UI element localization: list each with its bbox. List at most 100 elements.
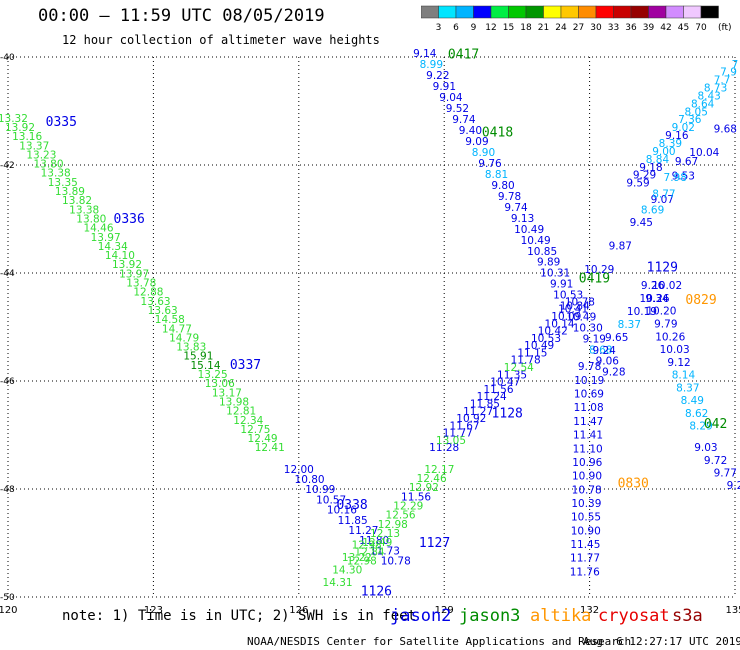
- swh-value: 8.77: [652, 188, 675, 200]
- swh-value: 8.84: [646, 154, 670, 166]
- swh-value: 14.34: [98, 241, 128, 253]
- footer-credit: NOAA/NESDIS Center for Satellite Applica…: [247, 635, 632, 648]
- swh-value: 10.39: [571, 498, 601, 510]
- swh-value: 11.35: [497, 369, 527, 381]
- swh-value: 10.41: [558, 304, 588, 316]
- swh-value: 9.89: [537, 257, 560, 269]
- swh-value: 9.52: [446, 103, 469, 115]
- swh-value: 11.77: [443, 428, 473, 440]
- swh-value: 7.36: [678, 114, 702, 126]
- swh-value: 14.79: [169, 332, 199, 344]
- pass-time-label: 1128: [492, 406, 523, 421]
- colorbar-label: 18: [520, 23, 532, 33]
- swh-value: 8.43: [697, 90, 720, 102]
- colorbar-label: 42: [660, 23, 671, 33]
- legend-s3a: s3a: [672, 606, 703, 626]
- swh-value: 13.38: [41, 168, 71, 180]
- swh-value: 9.53: [672, 170, 695, 182]
- swh-value: 11.08: [574, 402, 604, 414]
- swh-value: 9.76: [478, 158, 502, 170]
- swh-value: 12.98: [352, 539, 382, 551]
- legend-cryosat: cryosat: [598, 606, 670, 626]
- swh-value: 13.32: [0, 113, 28, 125]
- swh-value: 10.78: [572, 484, 602, 496]
- colorbar-label: 12: [485, 23, 496, 33]
- swh-value: 12.56: [386, 510, 416, 522]
- swh-value: 10.26: [655, 331, 685, 343]
- x-tick-label: 120: [0, 605, 18, 616]
- swh-value: 9.40: [459, 125, 482, 137]
- swh-value: 12.46: [417, 473, 447, 485]
- x-tick-label: 135: [725, 605, 740, 616]
- swh-value: 9.24: [592, 345, 616, 357]
- swh-value: 8.14: [672, 370, 696, 382]
- swh-value: 11.85: [338, 515, 368, 527]
- swh-value: 11.56: [401, 491, 431, 503]
- pass-time-label: 1129: [647, 261, 678, 276]
- swh-value: 12.75: [240, 424, 270, 436]
- swh-value: 9.14: [413, 48, 437, 60]
- swh-value: 8.05: [685, 106, 708, 118]
- swh-value: 13.16: [12, 131, 42, 143]
- swh-value: 8.64: [691, 98, 715, 110]
- swh-value: 12.98: [347, 556, 377, 568]
- swh-value: 14.10: [105, 250, 135, 262]
- swh-value: 12.29: [393, 501, 423, 513]
- swh-value: 8.68: [589, 345, 612, 357]
- swh-value: 15.14: [190, 360, 220, 372]
- swh-value: 12.49: [248, 433, 278, 445]
- swh-value: 9.91: [433, 81, 456, 93]
- swh-value: 13.92: [5, 122, 35, 134]
- colorbar-label: 9: [471, 23, 477, 33]
- pass-time-label: 0419: [579, 271, 610, 286]
- swh-value: 13.82: [62, 195, 92, 207]
- swh-value: 11.80: [359, 535, 389, 547]
- swh-value: 8.49: [681, 395, 704, 407]
- swh-value: 7.98: [664, 172, 687, 184]
- swh-value: 9.12: [667, 357, 690, 369]
- swh-value: 12.84: [355, 546, 385, 558]
- swh-value: 10.49: [521, 235, 551, 247]
- swh-value: 8.39: [659, 138, 682, 150]
- pass-time-label: 1126: [361, 585, 392, 600]
- swh-value: 12.92: [409, 482, 439, 494]
- swh-value: 7: [732, 59, 739, 71]
- colorbar-unit: (ft): [718, 23, 732, 33]
- swh-value: 9.02: [672, 122, 695, 134]
- swh-value: 11.85: [470, 398, 500, 410]
- swh-value: 8.90: [472, 147, 495, 159]
- swh-value: 10.09: [551, 311, 581, 323]
- swh-value: 13.92: [112, 259, 142, 271]
- swh-value: 9.00: [652, 146, 675, 158]
- swh-value: 12.81: [226, 406, 256, 418]
- swh-value: 11.78: [511, 355, 541, 367]
- swh-value: 9.68: [714, 124, 737, 136]
- y-tick-label: -48: [0, 485, 15, 495]
- y-tick-label: -44: [0, 269, 15, 279]
- swh-value: 14.77: [162, 323, 192, 335]
- y-tick-label: -50: [0, 593, 15, 603]
- colorbar-label: 70: [695, 23, 707, 33]
- legend-note: note: 1) Time is in UTC; 2) SWH is in fe…: [62, 608, 417, 624]
- swh-value: 11.45: [570, 539, 600, 551]
- swh-value: 13.98: [219, 396, 249, 408]
- swh-value: 9.74: [452, 114, 476, 126]
- swh-value: 12.49: [362, 537, 392, 549]
- swh-value: 11.10: [573, 443, 603, 455]
- swh-value: 9.91: [550, 279, 573, 291]
- swh-value: 10.03: [660, 344, 690, 356]
- chart-subtitle: 12 hour collection of altimeter wave hei…: [62, 33, 380, 47]
- swh-value: 9.65: [605, 332, 628, 344]
- swh-value: 10.30: [573, 323, 603, 335]
- swh-value: 13.97: [119, 268, 149, 280]
- swh-value: 9.45: [630, 217, 653, 229]
- swh-value: 13.97: [91, 232, 121, 244]
- swh-value: 10.85: [527, 246, 557, 258]
- swh-value: 10.14: [545, 318, 575, 330]
- colorbar-label: 39: [643, 23, 655, 33]
- swh-value: 13.83: [176, 342, 206, 354]
- swh-value: 9.06: [596, 356, 620, 368]
- swh-value: 10.78: [381, 556, 411, 568]
- pass-time-label: 0337: [230, 358, 261, 373]
- swh-value: 9.22: [426, 70, 449, 82]
